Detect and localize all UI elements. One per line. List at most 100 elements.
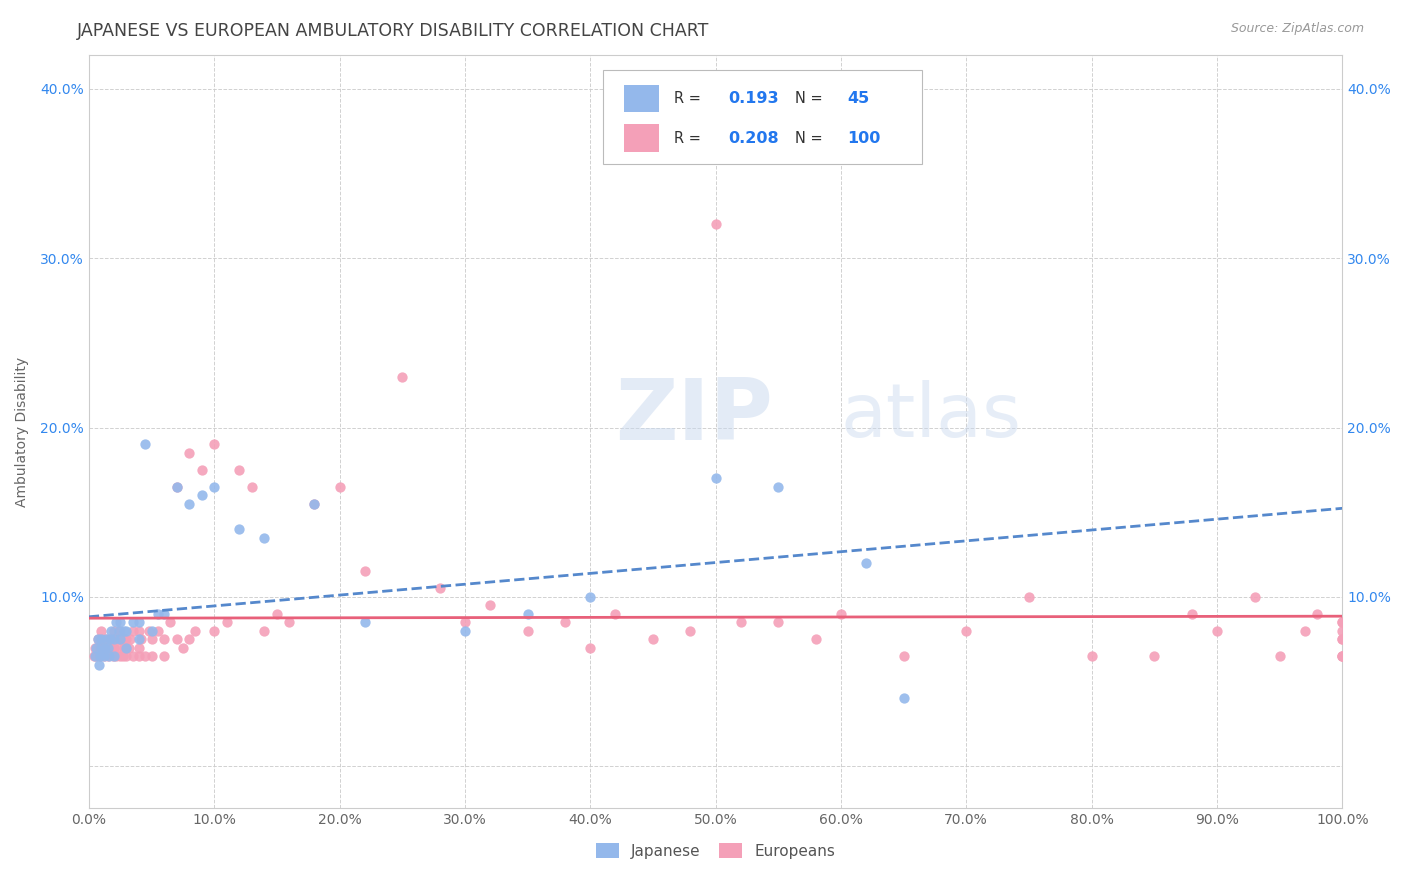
Text: Source: ZipAtlas.com: Source: ZipAtlas.com [1230, 22, 1364, 36]
Point [83, 649, 105, 664]
Point [86, 649, 108, 664]
Point [108, 640, 131, 655]
Point [893, 691, 915, 706]
Point [146, 624, 169, 638]
Point [103, 632, 125, 647]
Point [179, 632, 201, 647]
Point [184, 624, 207, 638]
Point [830, 607, 852, 621]
Text: N =: N = [794, 91, 823, 105]
Point [516, 624, 538, 638]
Point [141, 649, 163, 664]
Point [228, 522, 250, 536]
Point [202, 624, 225, 638]
Point [121, 649, 143, 664]
Point [128, 640, 150, 655]
Point [97, 649, 120, 664]
Point [146, 607, 169, 621]
Point [704, 471, 727, 485]
Point [1018, 590, 1040, 604]
Point [253, 624, 276, 638]
Point [90, 624, 112, 638]
Point [605, 607, 627, 621]
Point [103, 624, 125, 638]
Point [101, 649, 124, 664]
Point [1268, 649, 1291, 664]
Point [1306, 607, 1329, 621]
Point [97, 649, 120, 664]
Text: R =: R = [675, 130, 702, 145]
Point [98, 632, 121, 647]
Point [128, 615, 150, 630]
Point [121, 615, 143, 630]
Point [121, 624, 143, 638]
Point [87, 657, 110, 672]
Point [353, 615, 375, 630]
Point [166, 480, 188, 494]
Point [454, 624, 477, 638]
Point [730, 615, 752, 630]
Text: ZIP: ZIP [616, 376, 773, 458]
Point [138, 624, 160, 638]
Point [855, 556, 877, 570]
Point [893, 649, 915, 664]
Point [253, 531, 276, 545]
Legend: Japanese, Europeans: Japanese, Europeans [591, 837, 841, 865]
Point [131, 632, 153, 647]
Point [115, 632, 138, 647]
Point [179, 497, 201, 511]
Point [103, 649, 125, 664]
Point [89, 649, 111, 664]
Point [353, 565, 375, 579]
Point [1206, 624, 1229, 638]
Point [108, 649, 131, 664]
Point [111, 649, 134, 664]
Point [768, 615, 790, 630]
Point [579, 640, 602, 655]
Point [86, 640, 108, 655]
Point [110, 632, 132, 647]
Point [86, 632, 108, 647]
Point [115, 640, 138, 655]
Point [108, 632, 131, 647]
Point [96, 632, 118, 647]
Point [100, 624, 122, 638]
Point [108, 624, 131, 638]
Point [429, 582, 451, 596]
Point [153, 649, 176, 664]
Point [96, 632, 118, 647]
Point [98, 632, 121, 647]
Point [1080, 649, 1102, 664]
Point [228, 463, 250, 477]
Point [215, 615, 238, 630]
Point [554, 615, 576, 630]
Point [1331, 649, 1354, 664]
Point [128, 632, 150, 647]
Text: 0.193: 0.193 [728, 91, 779, 105]
Point [112, 640, 135, 655]
Y-axis label: Ambulatory Disability: Ambulatory Disability [15, 357, 30, 507]
Point [304, 497, 326, 511]
Point [103, 640, 125, 655]
Point [1143, 649, 1166, 664]
Point [118, 640, 141, 655]
Point [128, 649, 150, 664]
Point [1331, 615, 1354, 630]
Point [134, 437, 156, 451]
Point [90, 632, 112, 647]
Point [1331, 649, 1354, 664]
Point [114, 632, 136, 647]
Point [240, 480, 263, 494]
Point [90, 640, 112, 655]
Text: atlas: atlas [841, 380, 1022, 453]
Point [478, 599, 501, 613]
Point [97, 640, 120, 655]
Point [266, 607, 288, 621]
Point [955, 624, 977, 638]
Point [115, 624, 138, 638]
Point [679, 624, 702, 638]
Point [105, 649, 128, 664]
Point [89, 649, 111, 664]
Point [84, 649, 107, 664]
Point [391, 369, 413, 384]
